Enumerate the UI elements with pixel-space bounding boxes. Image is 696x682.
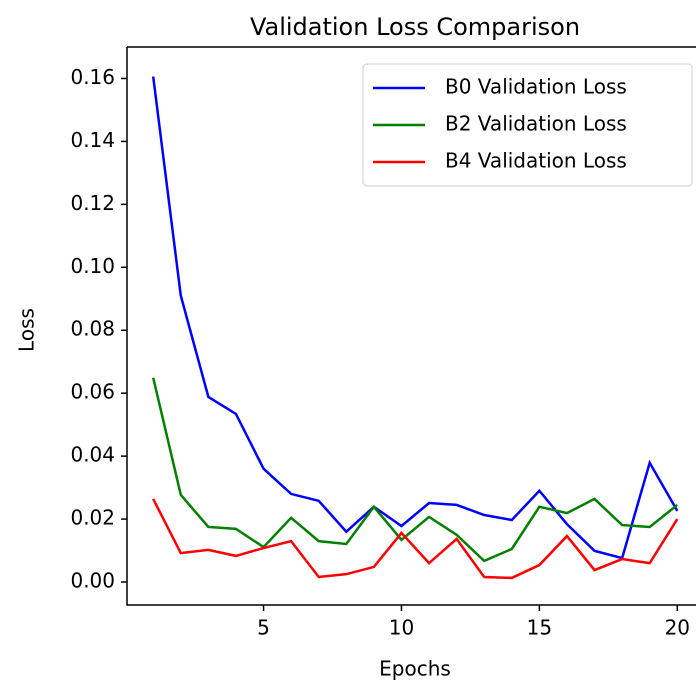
legend-label: B2 Validation Loss [445,112,627,136]
x-axis-label: Epochs [379,657,451,681]
y-tick-label: 0.06 [70,380,115,404]
chart-title: Validation Loss Comparison [250,13,580,41]
axes-frame [126,46,696,606]
y-tick-label: 0.08 [70,317,115,341]
line-series [151,76,679,560]
x-tick-label: 20 [665,616,690,640]
x-tick-label: 15 [527,616,552,640]
y-axis-label: Loss [15,308,39,352]
x-tick-label: 5 [257,616,270,640]
x-tick-label: 10 [389,616,414,640]
y-tick-label: 0.16 [70,65,115,89]
legend-label: B4 Validation Loss [445,149,627,173]
y-tick-label: 0.12 [70,191,115,215]
y-tick-label: 0.04 [70,443,115,467]
line-series [152,498,679,580]
line-series [151,377,679,563]
y-tick-label: 0.02 [70,506,115,530]
y-tick-label: 0.14 [70,128,115,152]
y-tick-label: 0.00 [70,569,115,593]
y-tick-label: 0.10 [70,254,115,278]
legend-label: B0 Validation Loss [445,75,627,99]
legend-box [362,63,693,187]
